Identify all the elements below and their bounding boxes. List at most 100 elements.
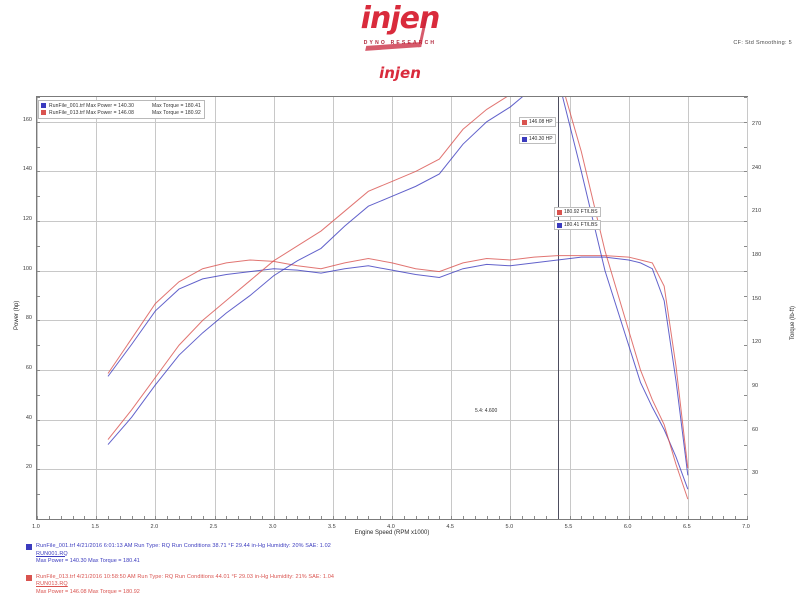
x-tick — [522, 516, 524, 519]
cursor-readout: 5.4: 4.600 — [474, 408, 499, 414]
y-tick-right — [744, 444, 747, 446]
logo-swoosh-icon — [365, 16, 428, 51]
gridline-vertical — [392, 97, 393, 519]
chart-legend: RunFile_001.trf Max Power = 140.30 Max To… — [38, 100, 205, 119]
y-tick-left — [37, 295, 40, 297]
run-details: RunFile_001.trf 4/21/2016 6:01:13 AM Run… — [36, 543, 331, 549]
y-tick-right — [744, 320, 747, 322]
gridline-horizontal — [37, 419, 747, 421]
x-tick — [415, 516, 417, 519]
cursor-line[interactable] — [557, 97, 559, 519]
y-axis-label-right: 30 — [752, 470, 759, 477]
x-axis-label: 4.5 — [446, 524, 454, 530]
run-caption: RunFile_001.trf 4/21/2016 6:01:13 AM Run… — [26, 543, 786, 566]
x-tick — [190, 516, 192, 519]
peak-callout: 180.92 FT/LBS — [554, 207, 601, 217]
run-details: RunFile_013.trf 4/21/2016 10:58:50 AM Ru… — [36, 573, 335, 580]
gridline-vertical — [96, 97, 98, 519]
callout-color-swatch — [557, 209, 562, 215]
x-tick — [687, 516, 689, 519]
gridline-vertical — [628, 97, 630, 519]
gridline-horizontal — [37, 171, 747, 173]
x-tick — [202, 516, 204, 519]
gridline-horizontal — [37, 121, 747, 123]
x-tick — [510, 516, 512, 519]
gridline-horizontal — [37, 320, 747, 322]
x-axis-label: 5.5 — [564, 524, 573, 530]
x-tick — [640, 516, 642, 519]
y-tick-left — [37, 494, 40, 496]
y-tick-right — [744, 370, 747, 372]
x-axis-label: 3.0 — [268, 524, 277, 530]
y-axis-label-left: 120 — [22, 216, 32, 223]
y-axis-title-right: Torque (lb-ft) — [790, 305, 796, 340]
y-tick-right — [744, 121, 747, 123]
gridline-vertical — [155, 97, 157, 519]
y-tick-left — [37, 97, 40, 98]
curve-1 — [107, 255, 689, 469]
y-tick-right — [744, 97, 747, 98]
x-tick — [392, 516, 393, 519]
x-tick — [261, 516, 263, 519]
y-tick-left — [37, 270, 40, 272]
x-tick — [534, 516, 535, 519]
y-tick-right — [744, 221, 747, 223]
gridline-vertical — [37, 97, 38, 519]
run-captions: RunFile_001.trf 4/21/2016 6:01:13 AM Run… — [26, 543, 786, 604]
x-axis-label: 6.0 — [623, 524, 632, 530]
x-tick — [238, 516, 240, 519]
run-color-swatch — [26, 574, 32, 581]
curve-0 — [107, 256, 689, 476]
run-file-link[interactable]: RUN013.RQ — [36, 581, 68, 587]
x-tick — [581, 516, 583, 519]
x-tick — [309, 516, 311, 519]
x-tick — [723, 516, 725, 519]
y-axis-label-right: 240 — [752, 164, 762, 171]
y-tick-left — [37, 370, 40, 372]
x-tick — [226, 516, 228, 519]
x-axis-label: 2.5 — [209, 524, 218, 530]
legend-label: RunFile_001.trf Max Power = 140.30 — [49, 102, 134, 109]
gridline-horizontal — [37, 370, 747, 372]
run-color-swatch — [26, 544, 32, 550]
y-tick-left — [37, 146, 40, 148]
y-axis-label-left: 40 — [25, 414, 32, 421]
legend-row: RunFile_001.trf Max Power = 140.30 Max To… — [41, 102, 201, 109]
injen-logo: injen DYNO RESEARCH — [335, 4, 465, 54]
x-tick — [605, 516, 606, 519]
y-axis-label-left: 140 — [22, 166, 32, 173]
curve-3 — [107, 97, 689, 500]
run-file-link[interactable]: RUN001.RQ — [36, 550, 68, 557]
gridline-vertical — [451, 97, 453, 519]
gridline-vertical — [687, 97, 689, 519]
x-tick — [96, 516, 98, 519]
y-axis-label-right: 90 — [752, 383, 759, 390]
x-tick — [155, 516, 157, 519]
run-peak-summary: Max Power = 146.08 Max Torque = 180.92 — [36, 588, 140, 595]
y-axis-label-left: 160 — [22, 116, 32, 123]
gridline-horizontal — [37, 469, 747, 471]
dyno-chart-plot[interactable] — [36, 96, 748, 520]
x-tick — [474, 516, 476, 519]
x-tick — [167, 516, 169, 519]
peak-callout: 180.41 FT/LBS — [554, 220, 601, 230]
gridline-vertical — [214, 97, 216, 519]
x-tick — [616, 516, 618, 519]
x-tick — [108, 516, 109, 519]
x-tick — [545, 516, 547, 519]
y-tick-left — [37, 245, 40, 247]
x-tick — [332, 516, 334, 519]
legend-color-swatch — [41, 110, 46, 115]
x-tick — [72, 516, 74, 519]
chart-gridlines — [37, 97, 748, 519]
x-tick — [439, 516, 441, 519]
callout-value: 146.08 HP — [529, 119, 553, 125]
callout-color-swatch — [557, 222, 562, 228]
y-axis-label-left: 80 — [25, 315, 32, 322]
x-tick — [451, 516, 453, 519]
gridline-vertical — [273, 97, 275, 519]
y-tick-right — [744, 419, 747, 421]
x-tick — [498, 516, 500, 519]
x-tick — [486, 516, 488, 519]
x-tick — [344, 516, 346, 519]
